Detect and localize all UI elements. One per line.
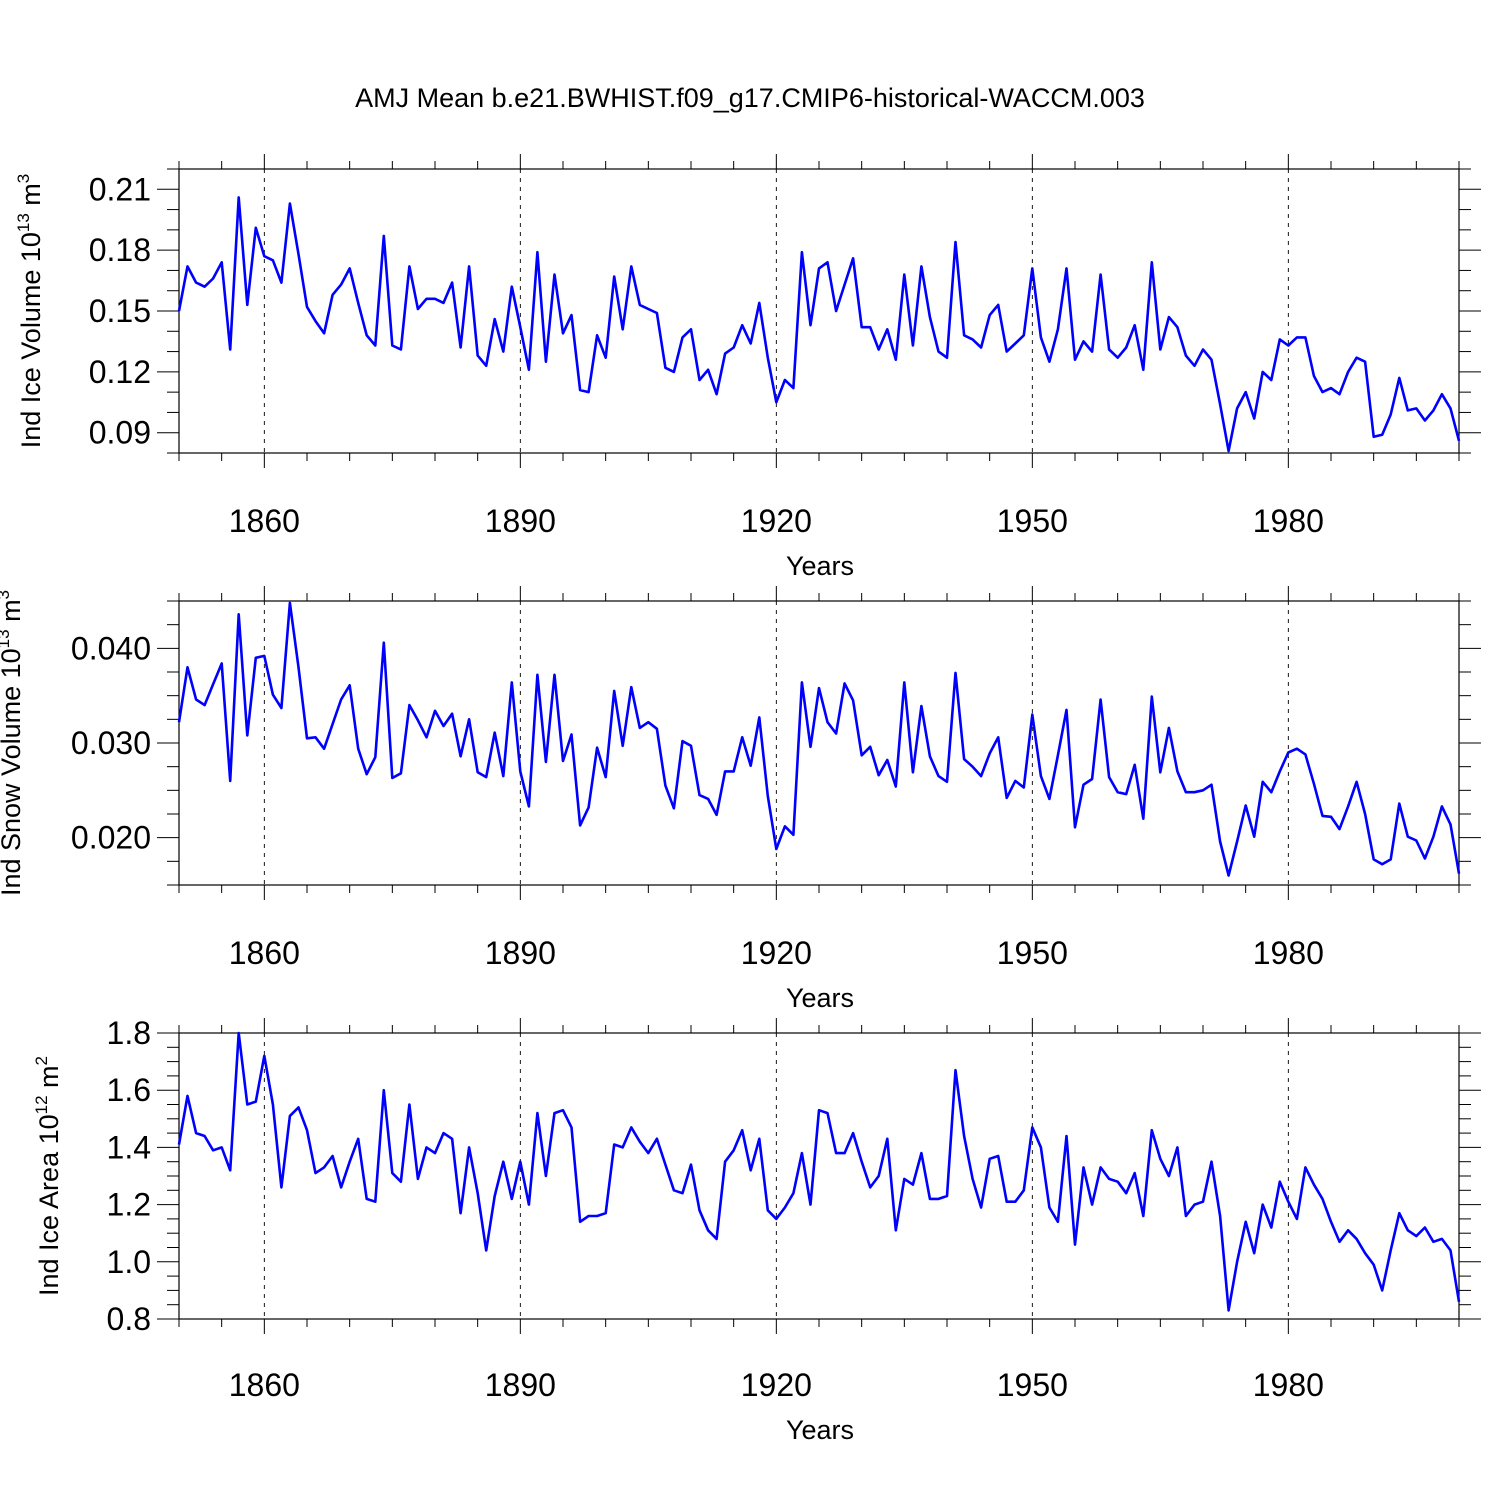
y-axis-label: Ind Ice Area 1012 m2 <box>32 1056 64 1296</box>
y-tick-label: 1.0 <box>107 1244 151 1280</box>
x-tick-label: 1920 <box>741 503 812 539</box>
x-tick-label: 1860 <box>229 1367 300 1403</box>
y-axis-label: Ind Ice Volume 1013 m3 <box>14 174 46 449</box>
x-tick-label: 1890 <box>485 935 556 971</box>
series-line-ice-volume <box>177 196 1461 453</box>
y-tick-label: 1.2 <box>107 1187 151 1223</box>
x-tick-label: 1890 <box>485 503 556 539</box>
y-tick-label: 0.8 <box>107 1301 151 1337</box>
x-axis-label: Years <box>786 1415 854 1445</box>
x-tick-label: 1920 <box>741 1367 812 1403</box>
x-axis-label: Years <box>786 983 854 1013</box>
y-tick-label: 1.8 <box>107 1015 151 1051</box>
y-tick-label: 0.030 <box>71 725 151 761</box>
x-tick-label: 1950 <box>997 935 1068 971</box>
x-axis-label: Years <box>786 551 854 581</box>
y-tick-label: 0.020 <box>71 820 151 856</box>
plot-frame <box>178 168 1460 454</box>
panels-container: 0.09 0.12 0.15 0.18 0.21 1860 1890 1920 1950 1980… <box>0 154 1481 1445</box>
y-tick-label: 0.15 <box>89 293 151 329</box>
panel-ice-area: 0.8 1.0 1.2 1.4 1.6 1.8 1860 1890 1920 1950 1980 Ye… <box>32 1015 1481 1445</box>
x-tick-label: 1890 <box>485 1367 556 1403</box>
y-tick-label: 1.4 <box>107 1129 151 1165</box>
x-tick-label: 1860 <box>229 935 300 971</box>
x-tick-label: 1950 <box>997 503 1068 539</box>
x-tick-label: 1860 <box>229 503 300 539</box>
x-tick-label: 1920 <box>741 935 812 971</box>
x-tick-label: 1980 <box>1253 1367 1324 1403</box>
x-tick-label: 1980 <box>1253 503 1324 539</box>
plot-frame <box>178 600 1460 886</box>
y-tick-label: 0.18 <box>89 232 151 268</box>
panel-ice-volume: 0.09 0.12 0.15 0.18 0.21 1860 1890 1920 1950 1980… <box>14 154 1481 581</box>
x-tick-label: 1950 <box>997 1367 1068 1403</box>
x-tick-label: 1980 <box>1253 935 1324 971</box>
series-line-ice-area <box>177 1031 1461 1312</box>
y-tick-label: 0.21 <box>89 171 151 207</box>
y-axis-label: Ind Snow Volume 1013 m3 <box>0 590 26 896</box>
figure-title: AMJ Mean b.e21.BWHIST.f09_g17.CMIP6-hist… <box>355 83 1145 113</box>
y-tick-label: 0.12 <box>89 354 151 390</box>
plot-frame <box>178 1032 1460 1320</box>
y-tick-label: 1.6 <box>107 1072 151 1108</box>
panel-snow-volume: 0.020 0.030 0.040 1860 1890 1920 1950 1980 Years… <box>0 586 1481 1013</box>
y-tick-label: 0.09 <box>89 415 151 451</box>
series-line-snow-volume <box>177 601 1461 877</box>
y-tick-label: 0.040 <box>71 630 151 666</box>
